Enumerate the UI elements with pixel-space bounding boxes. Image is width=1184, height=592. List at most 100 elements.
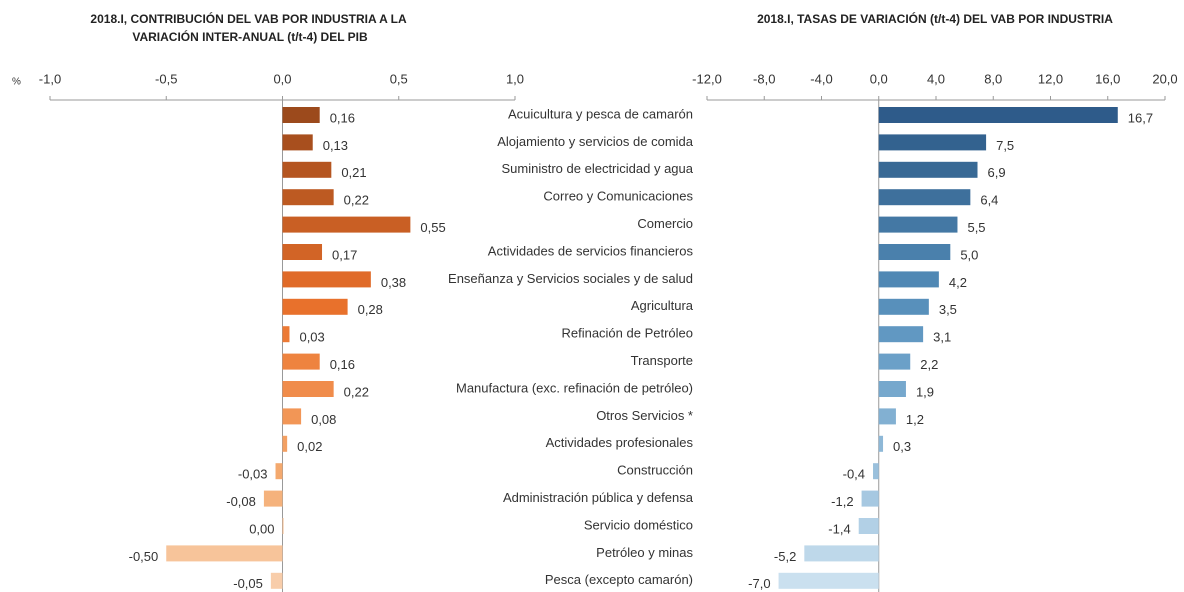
bar (282, 216, 411, 233)
chart-title: 2018.I, TASAS DE VARIACIÓN (t/t-4) DEL V… (757, 11, 1113, 26)
value-label: -1,4 (828, 521, 850, 536)
x-tick-label: 1,0 (506, 71, 524, 86)
value-label: 0,16 (330, 357, 355, 372)
bar (878, 326, 924, 343)
bar (878, 107, 1118, 123)
value-label: 16,7 (1128, 110, 1153, 125)
bar (282, 353, 320, 370)
chart-title: 2018.I, CONTRIBUCIÓN DEL VAB POR INDUSTR… (90, 11, 409, 44)
category-label: Agricultura (631, 298, 694, 313)
category-label: Enseñanza y Servicios sociales y de salu… (448, 271, 693, 286)
x-tick-label: -0,5 (155, 71, 177, 86)
bar (263, 490, 283, 507)
bar (878, 381, 906, 397)
value-label: 0,03 (299, 330, 324, 345)
value-label: 1,9 (916, 384, 934, 399)
bar (270, 572, 283, 589)
axis-unit: % (12, 77, 21, 88)
bar (878, 298, 929, 315)
category-label: Actividades de servicios financieros (488, 243, 694, 258)
bar (878, 435, 884, 452)
x-tick-label: 0,0 (273, 71, 291, 86)
value-label: 0,08 (311, 412, 336, 427)
value-label: 1,2 (906, 412, 924, 427)
bar (282, 271, 371, 288)
bar (282, 518, 284, 534)
category-label: Construcción (617, 463, 693, 478)
bar (878, 244, 951, 260)
value-label: 7,5 (996, 138, 1014, 153)
bar (275, 463, 283, 480)
value-label: -0,4 (843, 467, 865, 482)
value-label: -5,2 (774, 549, 796, 564)
x-tick-label: 12,0 (1038, 71, 1063, 86)
bar (282, 244, 323, 260)
value-label: 0,21 (341, 165, 366, 180)
bar (878, 134, 987, 151)
x-tick-label: -12,0 (692, 71, 722, 86)
value-label: 0,28 (358, 302, 383, 317)
x-tick-label: -4,0 (810, 71, 832, 86)
bar (878, 353, 911, 370)
category-label: Otros Servicios * (596, 408, 693, 423)
value-label: 0,02 (297, 439, 322, 454)
category-label: Manufactura (exc. refinación de petróleo… (456, 380, 693, 395)
bar (861, 490, 879, 507)
bar (878, 408, 896, 425)
category-label: Comercio (637, 216, 693, 231)
value-label: 0,3 (893, 439, 911, 454)
category-label: Actividades profesionales (546, 435, 694, 450)
x-tick-label: 20,0 (1152, 71, 1177, 86)
bar (282, 435, 288, 452)
category-label: Pesca (excepto camarón) (545, 572, 693, 587)
bar (282, 134, 313, 151)
category-label: Petróleo y minas (596, 545, 693, 560)
x-tick-label: -8,0 (753, 71, 775, 86)
bar (804, 545, 879, 562)
value-label: -0,50 (129, 549, 159, 564)
bar (858, 518, 879, 534)
x-tick-label: 8,0 (984, 71, 1002, 86)
value-label: 4,2 (949, 275, 967, 290)
value-label: 3,1 (933, 330, 951, 345)
bar (778, 572, 879, 589)
value-label: 0,22 (344, 193, 369, 208)
bar (282, 381, 334, 397)
category-label: Refinación de Petróleo (561, 326, 693, 341)
value-label: -0,08 (226, 494, 256, 509)
bar (878, 216, 958, 233)
value-label: -7,0 (748, 576, 770, 591)
category-label: Correo y Comunicaciones (543, 189, 693, 204)
category-label: Alojamiento y servicios de comida (497, 134, 694, 149)
category-label: Administración pública y defensa (503, 490, 694, 505)
value-label: -1,2 (831, 494, 853, 509)
value-label: 6,9 (988, 165, 1006, 180)
value-label: 0,22 (344, 384, 369, 399)
bar (282, 161, 332, 178)
bar (878, 271, 939, 288)
value-label: 5,0 (960, 247, 978, 262)
value-label: -0,05 (233, 576, 263, 591)
bar (166, 545, 283, 562)
value-label: 0,13 (323, 138, 348, 153)
bar (282, 107, 320, 123)
bar (878, 189, 971, 206)
x-tick-label: -1,0 (39, 71, 61, 86)
value-label: 5,5 (967, 220, 985, 235)
x-tick-label: 0,0 (870, 71, 888, 86)
category-label: Transporte (631, 353, 693, 368)
category-label: Suministro de electricidad y agua (502, 161, 694, 176)
bar (873, 463, 879, 480)
value-label: 0,00 (249, 521, 274, 536)
bar (878, 161, 978, 178)
value-label: 0,16 (330, 110, 355, 125)
value-label: -0,03 (238, 467, 268, 482)
value-label: 2,2 (920, 357, 938, 372)
value-label: 6,4 (980, 193, 998, 208)
bar (282, 298, 348, 315)
category-label: Servicio doméstico (584, 517, 693, 532)
category-label: Acuicultura y pesca de camarón (508, 106, 693, 121)
value-label: 0,55 (420, 220, 445, 235)
bar (282, 326, 290, 343)
